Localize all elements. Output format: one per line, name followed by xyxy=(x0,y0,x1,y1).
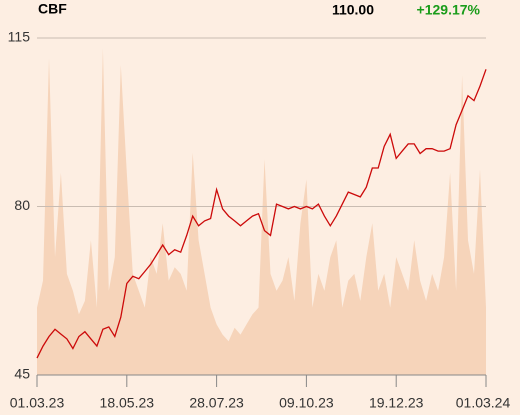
y-tick-label: 115 xyxy=(8,29,31,45)
ticker: CBF xyxy=(38,1,67,17)
x-tick-label: 28.07.23 xyxy=(189,395,244,411)
x-tick-label: 01.03.24 xyxy=(456,395,511,411)
volume-area xyxy=(37,48,486,375)
x-tick-label: 09.10.23 xyxy=(279,395,334,411)
change: +129.17% xyxy=(417,2,481,18)
y-tick-label: 45 xyxy=(14,366,30,382)
x-tick-label: 19.12.23 xyxy=(369,395,424,411)
price: 110.00 xyxy=(332,2,374,18)
x-tick-label: 01.03.23 xyxy=(10,395,65,411)
price-line xyxy=(36,69,487,359)
y-tick-label: 80 xyxy=(14,197,30,213)
x-tick-label: 18.05.23 xyxy=(100,395,155,411)
